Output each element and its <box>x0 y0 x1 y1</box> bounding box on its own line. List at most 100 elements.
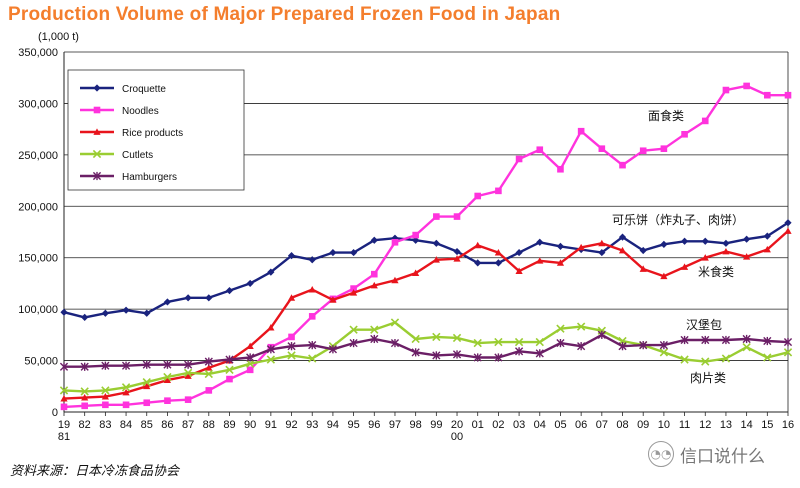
cutlets-point <box>556 324 565 333</box>
y-tick-label: 0 <box>52 407 58 419</box>
cutlets-point-stroke <box>514 337 524 347</box>
croquette-point <box>453 247 461 256</box>
hamburgers-point <box>618 342 627 351</box>
y-tick-label: 200,000 <box>18 201 58 213</box>
croquette-point <box>494 259 502 267</box>
hamburgers-point <box>163 360 172 369</box>
cutlets-point <box>721 354 731 363</box>
noodles-point <box>515 155 523 163</box>
croquette-point <box>743 235 751 243</box>
x-tick-label-part: 12 <box>699 419 711 431</box>
croquette-point <box>184 294 192 302</box>
rice-products-point <box>432 256 440 263</box>
x-tick-label: 83 <box>99 419 111 431</box>
x-tick-label: 06 <box>575 419 587 431</box>
croquette-point <box>536 238 544 246</box>
croquette-point <box>598 248 606 257</box>
x-tick-label-part: 99 <box>430 419 442 431</box>
rice-products-point <box>184 372 192 379</box>
hamburgers-point <box>494 353 503 362</box>
croquette-point <box>722 239 730 247</box>
legend-marker-cutlets <box>92 149 102 159</box>
noodles-point <box>598 145 606 152</box>
croquette-point <box>784 219 792 227</box>
rice-products-point <box>660 272 668 280</box>
cutlets-point-stroke <box>101 386 110 395</box>
cutlets-point <box>308 354 317 363</box>
rice-products-point <box>598 239 606 247</box>
watermark-text: 信口说什么 <box>680 446 765 467</box>
croquette-point <box>287 252 296 260</box>
noodles-point <box>164 397 171 404</box>
x-tick-label-part: 81 <box>58 431 70 443</box>
croquette-point <box>81 313 89 321</box>
x-tick-label-part: 01 <box>472 419 484 431</box>
rice-products-point <box>556 259 565 266</box>
rice-products-line <box>63 230 789 400</box>
x-tick-label-part: 16 <box>782 419 794 431</box>
x-tick-label-part: 83 <box>99 419 111 431</box>
x-tick-label: 02 <box>492 419 504 431</box>
x-tick-label-part: 92 <box>285 419 297 431</box>
x-tick-label-part: 09 <box>637 419 649 431</box>
noodles-point <box>743 82 750 90</box>
rice-products-point <box>577 243 585 251</box>
x-tick-label: 91 <box>265 419 277 431</box>
x-tick-label-part: 11 <box>679 419 690 431</box>
y-tick-label: 350,000 <box>18 47 58 59</box>
cutlets-point <box>494 337 503 347</box>
annotation-cutlets: 汉堡包 <box>686 317 722 332</box>
hamburgers-point <box>246 353 255 362</box>
legend-marker-noodles <box>93 106 101 114</box>
y-tick-label: 250,000 <box>18 150 58 162</box>
x-tick-label-part: 13 <box>720 419 732 431</box>
watermark: ◔◔ 信口说什么 <box>648 441 765 467</box>
x-tick-label: 05 <box>554 419 566 431</box>
x-tick-label: 89 <box>223 419 235 431</box>
noodles-point <box>81 402 88 410</box>
noodles-point <box>681 130 688 138</box>
rice-products-point <box>453 255 461 262</box>
cutlets-point-stroke <box>349 325 358 334</box>
croquette-point <box>370 236 378 244</box>
cutlets-point-stroke <box>121 383 131 392</box>
cutlets-point <box>287 351 296 360</box>
chart-title: Production Volume of Major Prepared Froz… <box>8 4 561 25</box>
x-tick-label-part: 84 <box>120 419 132 431</box>
hamburgers-point <box>432 351 441 360</box>
rice-products-point <box>494 248 502 256</box>
hamburgers-line <box>64 333 789 368</box>
hamburgers-point <box>225 355 234 364</box>
annotation-rice-products: 米食类 <box>698 264 734 279</box>
x-tick-label: 10 <box>658 419 670 431</box>
cutlets-point <box>452 333 462 343</box>
cutlets-point <box>390 318 400 327</box>
cutlets-point-stroke <box>390 318 400 327</box>
x-tick-label: 93 <box>306 419 318 431</box>
rice-products-point <box>267 324 275 331</box>
hamburgers-point <box>390 338 400 348</box>
x-tick-label-part: 04 <box>534 419 546 431</box>
cutlets-point-stroke <box>183 368 193 378</box>
cutlets-line <box>63 321 789 393</box>
rice-products-point <box>308 286 316 293</box>
x-tick-label-part: 90 <box>244 419 256 431</box>
x-tick-label: 04 <box>534 419 546 431</box>
x-tick-label-part: 96 <box>368 419 380 431</box>
rice-products-point <box>536 257 544 264</box>
noodles-point <box>536 146 544 154</box>
hamburgers-point <box>204 357 213 366</box>
rice-products-point <box>743 253 751 260</box>
rice-products-point <box>81 394 89 401</box>
cutlets-point <box>266 355 276 364</box>
cutlets-point-stroke <box>783 348 793 357</box>
x-tick-label: 12 <box>699 419 711 431</box>
x-tick-label: 96 <box>368 419 380 431</box>
noodles-point <box>370 270 378 278</box>
cutlets-point-stroke <box>266 355 276 364</box>
x-tick-label-part: 20 <box>451 419 463 431</box>
x-tick-label-part: 06 <box>575 419 587 431</box>
croquette-point <box>763 232 771 240</box>
hamburgers-point <box>452 350 462 359</box>
